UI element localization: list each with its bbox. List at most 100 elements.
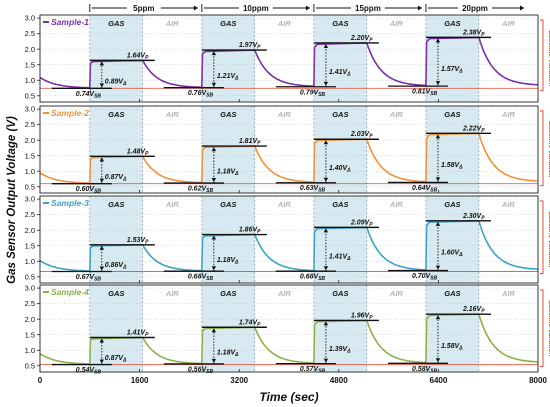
baseline-variation-bracket: [540, 289, 544, 367]
delta-value-label: 1.18VΔ: [217, 350, 239, 359]
gas-exposure-band: [313, 106, 367, 193]
x-tick-label: 0: [38, 376, 43, 385]
panel-2: GAS AIR GAS AIR GAS AIR GAS AIR 1.48VP 0.60VSB0.8…: [25, 105, 550, 195]
peak-value-label: 2.09VP: [350, 219, 373, 228]
baseline-variation-bracket: [540, 110, 544, 187]
y-tick-label: 1.5: [25, 241, 35, 250]
y-tick-label: 3.0: [25, 14, 35, 23]
delta-arrowhead-down: [211, 358, 217, 363]
baseline-variation-label: Baseline Variation: [547, 121, 550, 177]
y-tick-label: 3.0: [25, 195, 35, 204]
y-tick-label: 1.5: [25, 151, 35, 160]
air-phase-label: AIR: [501, 19, 516, 28]
y-tick-label: 2.5: [25, 210, 35, 219]
y-tick-label: 1.5: [25, 330, 35, 339]
peak-value-label: 2.16VP: [462, 306, 485, 315]
y-tick-label: 1.0: [25, 167, 35, 176]
delta-value-label: 0.86VΔ: [105, 262, 127, 271]
legend-label: Sample-1: [51, 17, 89, 27]
delta-arrowhead-up: [435, 38, 441, 43]
delta-value-label: 0.87VΔ: [105, 355, 127, 364]
gas-exposure-band: [313, 196, 367, 283]
delta-arrowhead-up: [211, 235, 217, 240]
air-phase-label: AIR: [389, 110, 404, 119]
gas-phase-label: GAS: [108, 200, 124, 209]
x-tick-label: 4800: [330, 376, 348, 385]
gas-phase-label: GAS: [444, 200, 460, 209]
gas-exposure-band: [425, 106, 479, 193]
delta-value-label: 1.21VΔ: [217, 73, 239, 82]
air-phase-label: AIR: [165, 200, 180, 209]
gas-exposure-band: [201, 15, 255, 102]
peak-value-label: 2.20VP: [350, 35, 373, 44]
label-background: [350, 2, 385, 13]
air-phase-label: AIR: [501, 110, 516, 119]
delta-value-label: 1.40VΔ: [329, 165, 351, 174]
delta-arrowhead-up: [99, 61, 105, 66]
delta-arrowhead-up: [211, 51, 217, 56]
delta-arrowhead-down: [323, 81, 329, 86]
delta-value-label: 1.18VΔ: [217, 169, 239, 178]
gas-exposure-band: [313, 285, 367, 372]
concentration-label: 20ppm: [462, 4, 488, 13]
baseline-value-label: 0.63VSB: [300, 185, 326, 194]
label-background: [126, 2, 161, 13]
peak-value-label: 1.96VP: [351, 312, 373, 321]
y-tick-label: 3.0: [25, 284, 35, 293]
x-axis-label: Time (sec): [259, 390, 318, 404]
delta-arrowhead-down: [211, 266, 217, 271]
y-tick-label: 1.5: [25, 60, 35, 69]
concentration-label: 15ppm: [355, 4, 381, 13]
y-tick-label: 2.0: [25, 45, 35, 54]
gas-exposure-band: [425, 196, 479, 283]
y-tick-label: 0.5: [25, 91, 35, 100]
y-tick-label: 2.0: [25, 226, 35, 235]
gas-exposure-band: [201, 106, 255, 193]
delta-value-label: 1.60VΔ: [441, 250, 463, 259]
air-phase-label: AIR: [277, 289, 292, 298]
baseline-value-label: 0.81VSB: [412, 89, 438, 98]
delta-arrowhead-up: [435, 221, 441, 226]
y-tick-label: 3.0: [25, 105, 35, 114]
baseline-variation-label: Baseline Variation: [547, 300, 550, 356]
air-phase-label: AIR: [277, 19, 292, 28]
peak-value-label: 1.86VP: [239, 227, 261, 236]
y-tick-label: 1.0: [25, 346, 35, 355]
gas-exposure-band: [89, 106, 143, 193]
delta-arrowhead-down: [211, 82, 217, 87]
delta-arrowhead-down: [99, 83, 105, 88]
delta-arrowhead-up: [99, 245, 105, 250]
peak-value-label: 2.30VP: [462, 213, 485, 222]
air-phase-label: AIR: [389, 19, 404, 28]
baseline-value-label: 0.70VSB: [412, 273, 438, 282]
delta-arrowhead-up: [211, 147, 217, 152]
y-tick-label: 2.5: [25, 120, 35, 129]
gas-phase-label: GAS: [108, 110, 124, 119]
gas-exposure-band: [89, 196, 143, 283]
delta-value-label: 1.58VΔ: [441, 162, 463, 171]
delta-arrowhead-down: [99, 359, 105, 364]
peak-value-label: 2.22VP: [462, 125, 485, 134]
gas-exposure-band: [313, 15, 367, 102]
gas-phase-label: GAS: [220, 110, 236, 119]
gas-exposure-band: [425, 15, 479, 102]
y-tick-label: 2.0: [25, 315, 35, 324]
gas-phase-label: GAS: [444, 289, 460, 298]
gas-phase-label: GAS: [332, 200, 348, 209]
concentration-label: 5ppm: [133, 4, 154, 13]
delta-value-label: 0.87VΔ: [105, 174, 127, 183]
delta-arrowhead-up: [435, 134, 441, 139]
baseline-value-label: 0.58VSB: [412, 366, 438, 375]
baseline-value-label: 0.76VSB: [188, 90, 214, 99]
gas-exposure-band: [425, 285, 479, 372]
peak-value-label: 1.53VP: [127, 237, 149, 246]
peak-value-label: 2.03VP: [350, 131, 373, 140]
gas-exposure-band: [89, 15, 143, 102]
gas-phase-label: GAS: [108, 19, 124, 28]
gas-phase-label: GAS: [444, 19, 460, 28]
baseline-value-label: 0.64VSB: [412, 185, 438, 194]
legend-label: Sample-4: [51, 287, 89, 297]
delta-arrowhead-up: [323, 43, 329, 48]
baseline-value-label: 0.67VSB: [76, 274, 102, 283]
delta-arrowhead-down: [323, 266, 329, 271]
